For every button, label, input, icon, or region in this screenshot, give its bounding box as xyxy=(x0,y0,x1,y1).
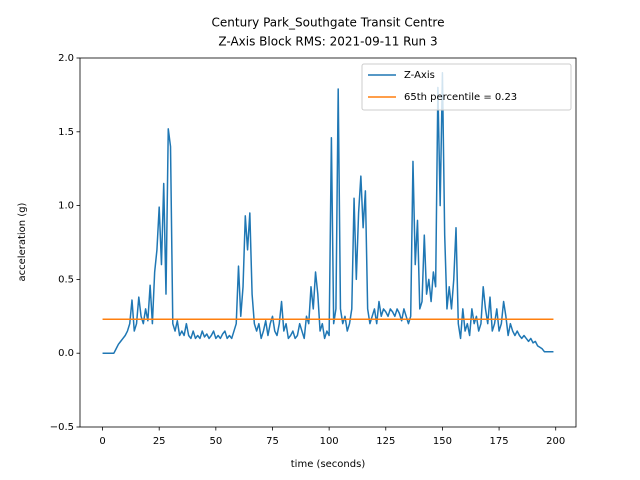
y-tick-label: −0.5 xyxy=(50,422,74,433)
x-tick-label: 50 xyxy=(209,436,222,447)
x-tick-label: 200 xyxy=(546,436,565,447)
x-tick-label: 0 xyxy=(99,436,105,447)
chart-subtitle: Z-Axis Block RMS: 2021-09-11 Run 3 xyxy=(218,35,437,49)
plot-frame xyxy=(79,57,577,428)
x-tick-label: 150 xyxy=(433,436,452,447)
x-tick-label: 175 xyxy=(490,436,509,447)
x-tick-label: 125 xyxy=(376,436,395,447)
y-tick-label: 2.0 xyxy=(58,53,74,64)
x-tick-label: 100 xyxy=(320,436,339,447)
chart-title: Century Park_Southgate Transit Centre xyxy=(212,16,445,30)
legend-label: 65th percentile = 0.23 xyxy=(404,92,517,103)
y-tick-label: 1.5 xyxy=(58,127,74,138)
x-tick-label: 75 xyxy=(266,436,279,447)
legend-label: Z-Axis xyxy=(404,70,435,81)
y-axis-label: acceleration (g) xyxy=(17,202,28,281)
series-line xyxy=(102,72,554,354)
x-tick-label: 25 xyxy=(153,436,166,447)
y-tick-label: 0.0 xyxy=(58,348,74,359)
y-tick-label: 1.0 xyxy=(58,201,74,212)
y-tick-label: 0.5 xyxy=(58,274,74,285)
legend-box xyxy=(361,63,572,111)
x-axis-label: time (seconds) xyxy=(291,459,366,470)
